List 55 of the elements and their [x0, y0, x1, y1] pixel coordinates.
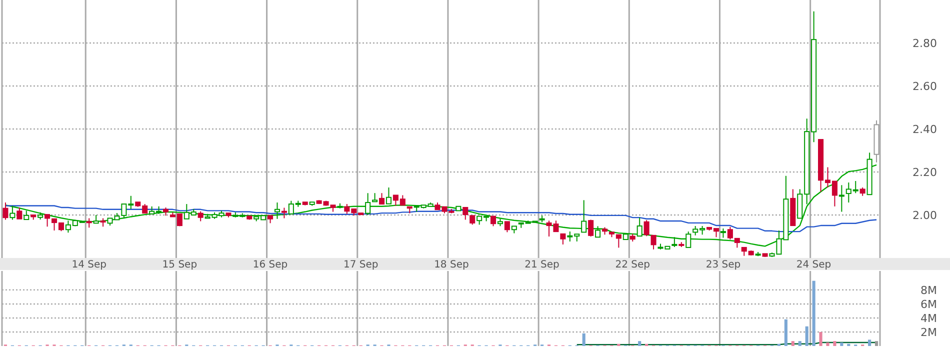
candlestick [595, 226, 601, 238]
bar [812, 280, 816, 346]
bar [874, 341, 878, 346]
candlestick [636, 217, 642, 237]
x-tick-label: 23 Sep [706, 260, 741, 270]
candlestick [790, 188, 796, 226]
x-tick-label: 24 Sep [796, 260, 832, 270]
bar [638, 341, 642, 346]
bar [840, 342, 844, 346]
candlestick [379, 192, 385, 205]
x-tick-label: 15 Sep [162, 260, 198, 270]
candlestick [10, 205, 16, 220]
bar [868, 340, 872, 346]
y-tick-label: 2.60 [912, 80, 937, 93]
candlestick [386, 186, 392, 204]
y-tick-label: 4M [920, 312, 937, 325]
candlestick [720, 228, 726, 238]
candlestick [93, 214, 99, 224]
bar [819, 332, 822, 346]
candlestick [274, 202, 280, 220]
bar [833, 341, 836, 346]
x-tick-label: 14 Sep [72, 260, 106, 270]
y-tick-label: 6M [920, 298, 937, 311]
candlestick [281, 207, 287, 219]
y-tick-label: 2M [920, 326, 937, 339]
candlestick [650, 234, 656, 250]
candlestick [44, 214, 50, 228]
candlestick [581, 200, 587, 233]
x-tick-label: 17 Sep [343, 260, 378, 270]
y-tick-label: 8M [920, 284, 937, 297]
y-tick-label: 2.80 [912, 37, 937, 50]
candlestick [588, 219, 594, 237]
candlestick [24, 210, 30, 220]
candlestick [560, 233, 566, 245]
bar [826, 342, 830, 346]
candlestick [616, 234, 622, 248]
bar [582, 333, 586, 346]
y-tick-label: 2.40 [912, 123, 937, 136]
bar [805, 326, 808, 346]
bar [791, 341, 794, 346]
candlestick [672, 236, 678, 248]
candlestick [365, 192, 371, 216]
candlestick [372, 192, 378, 202]
y-tick-label: 2.00 [912, 209, 937, 222]
x-tick-label: 22 Sep [615, 260, 650, 270]
candlestick [838, 184, 844, 212]
candlestick [866, 152, 872, 196]
bar [798, 341, 802, 346]
x-tick-label: 18 Sep [434, 260, 469, 270]
candlestick [406, 206, 412, 214]
bar [784, 319, 788, 346]
x-tick-label: 21 Sep [524, 260, 560, 270]
candlestick [511, 226, 517, 234]
x-tick-label: 16 Sep [252, 260, 288, 270]
y-tick-label: 2.20 [912, 166, 937, 179]
